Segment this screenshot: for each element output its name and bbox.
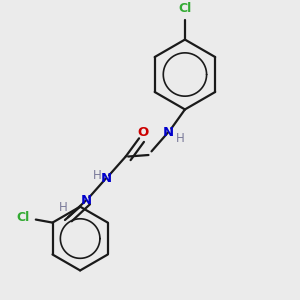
- Text: O: O: [137, 126, 148, 139]
- Text: H: H: [93, 169, 102, 182]
- Text: N: N: [100, 172, 112, 185]
- Text: N: N: [81, 194, 92, 207]
- Text: H: H: [59, 201, 68, 214]
- Text: Cl: Cl: [16, 211, 30, 224]
- Text: Cl: Cl: [178, 2, 192, 15]
- Text: N: N: [163, 126, 174, 139]
- Text: H: H: [176, 132, 184, 146]
